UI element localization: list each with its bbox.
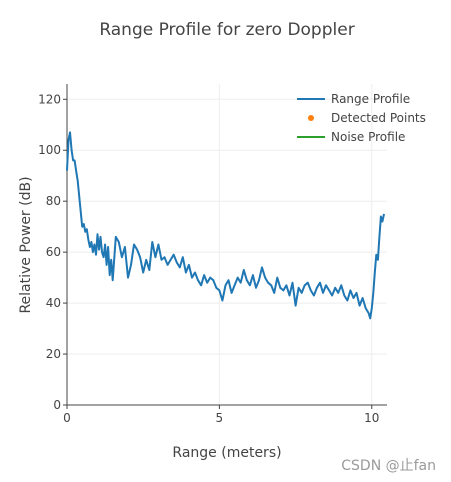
- x-tick-label: 10: [364, 411, 379, 425]
- watermark: CSDN @止fan: [341, 458, 436, 474]
- y-tick-label: 100: [38, 143, 61, 157]
- x-axis-title: Range (meters): [172, 445, 281, 461]
- tick-labels: 0 20 40 60 80 100 120 0 5 10: [38, 92, 379, 425]
- plot-area: [66, 131, 385, 320]
- legend-label-detected-points: Detected Points: [331, 111, 426, 125]
- legend: Range Profile Detected Points Noise Profil…: [297, 92, 426, 144]
- axes: [63, 84, 387, 409]
- y-tick-label: 0: [53, 398, 61, 412]
- x-tick-label: 5: [216, 411, 224, 425]
- chart-title: Range Profile for zero Doppler: [99, 20, 354, 40]
- legend-label-noise-profile: Noise Profile: [331, 130, 405, 144]
- y-tick-label: 60: [46, 245, 61, 259]
- y-tick-label: 120: [38, 92, 61, 106]
- x-tick-label: 0: [63, 411, 71, 425]
- y-tick-label: 80: [46, 194, 61, 208]
- y-tick-label: 20: [46, 347, 61, 361]
- legend-label-range-profile: Range Profile: [331, 92, 410, 106]
- y-tick-label: 40: [46, 296, 61, 310]
- legend-swatch-detected-points: [308, 115, 314, 121]
- y-axis-title: Relative Power (dB): [18, 176, 34, 313]
- range-profile-line: [66, 131, 385, 320]
